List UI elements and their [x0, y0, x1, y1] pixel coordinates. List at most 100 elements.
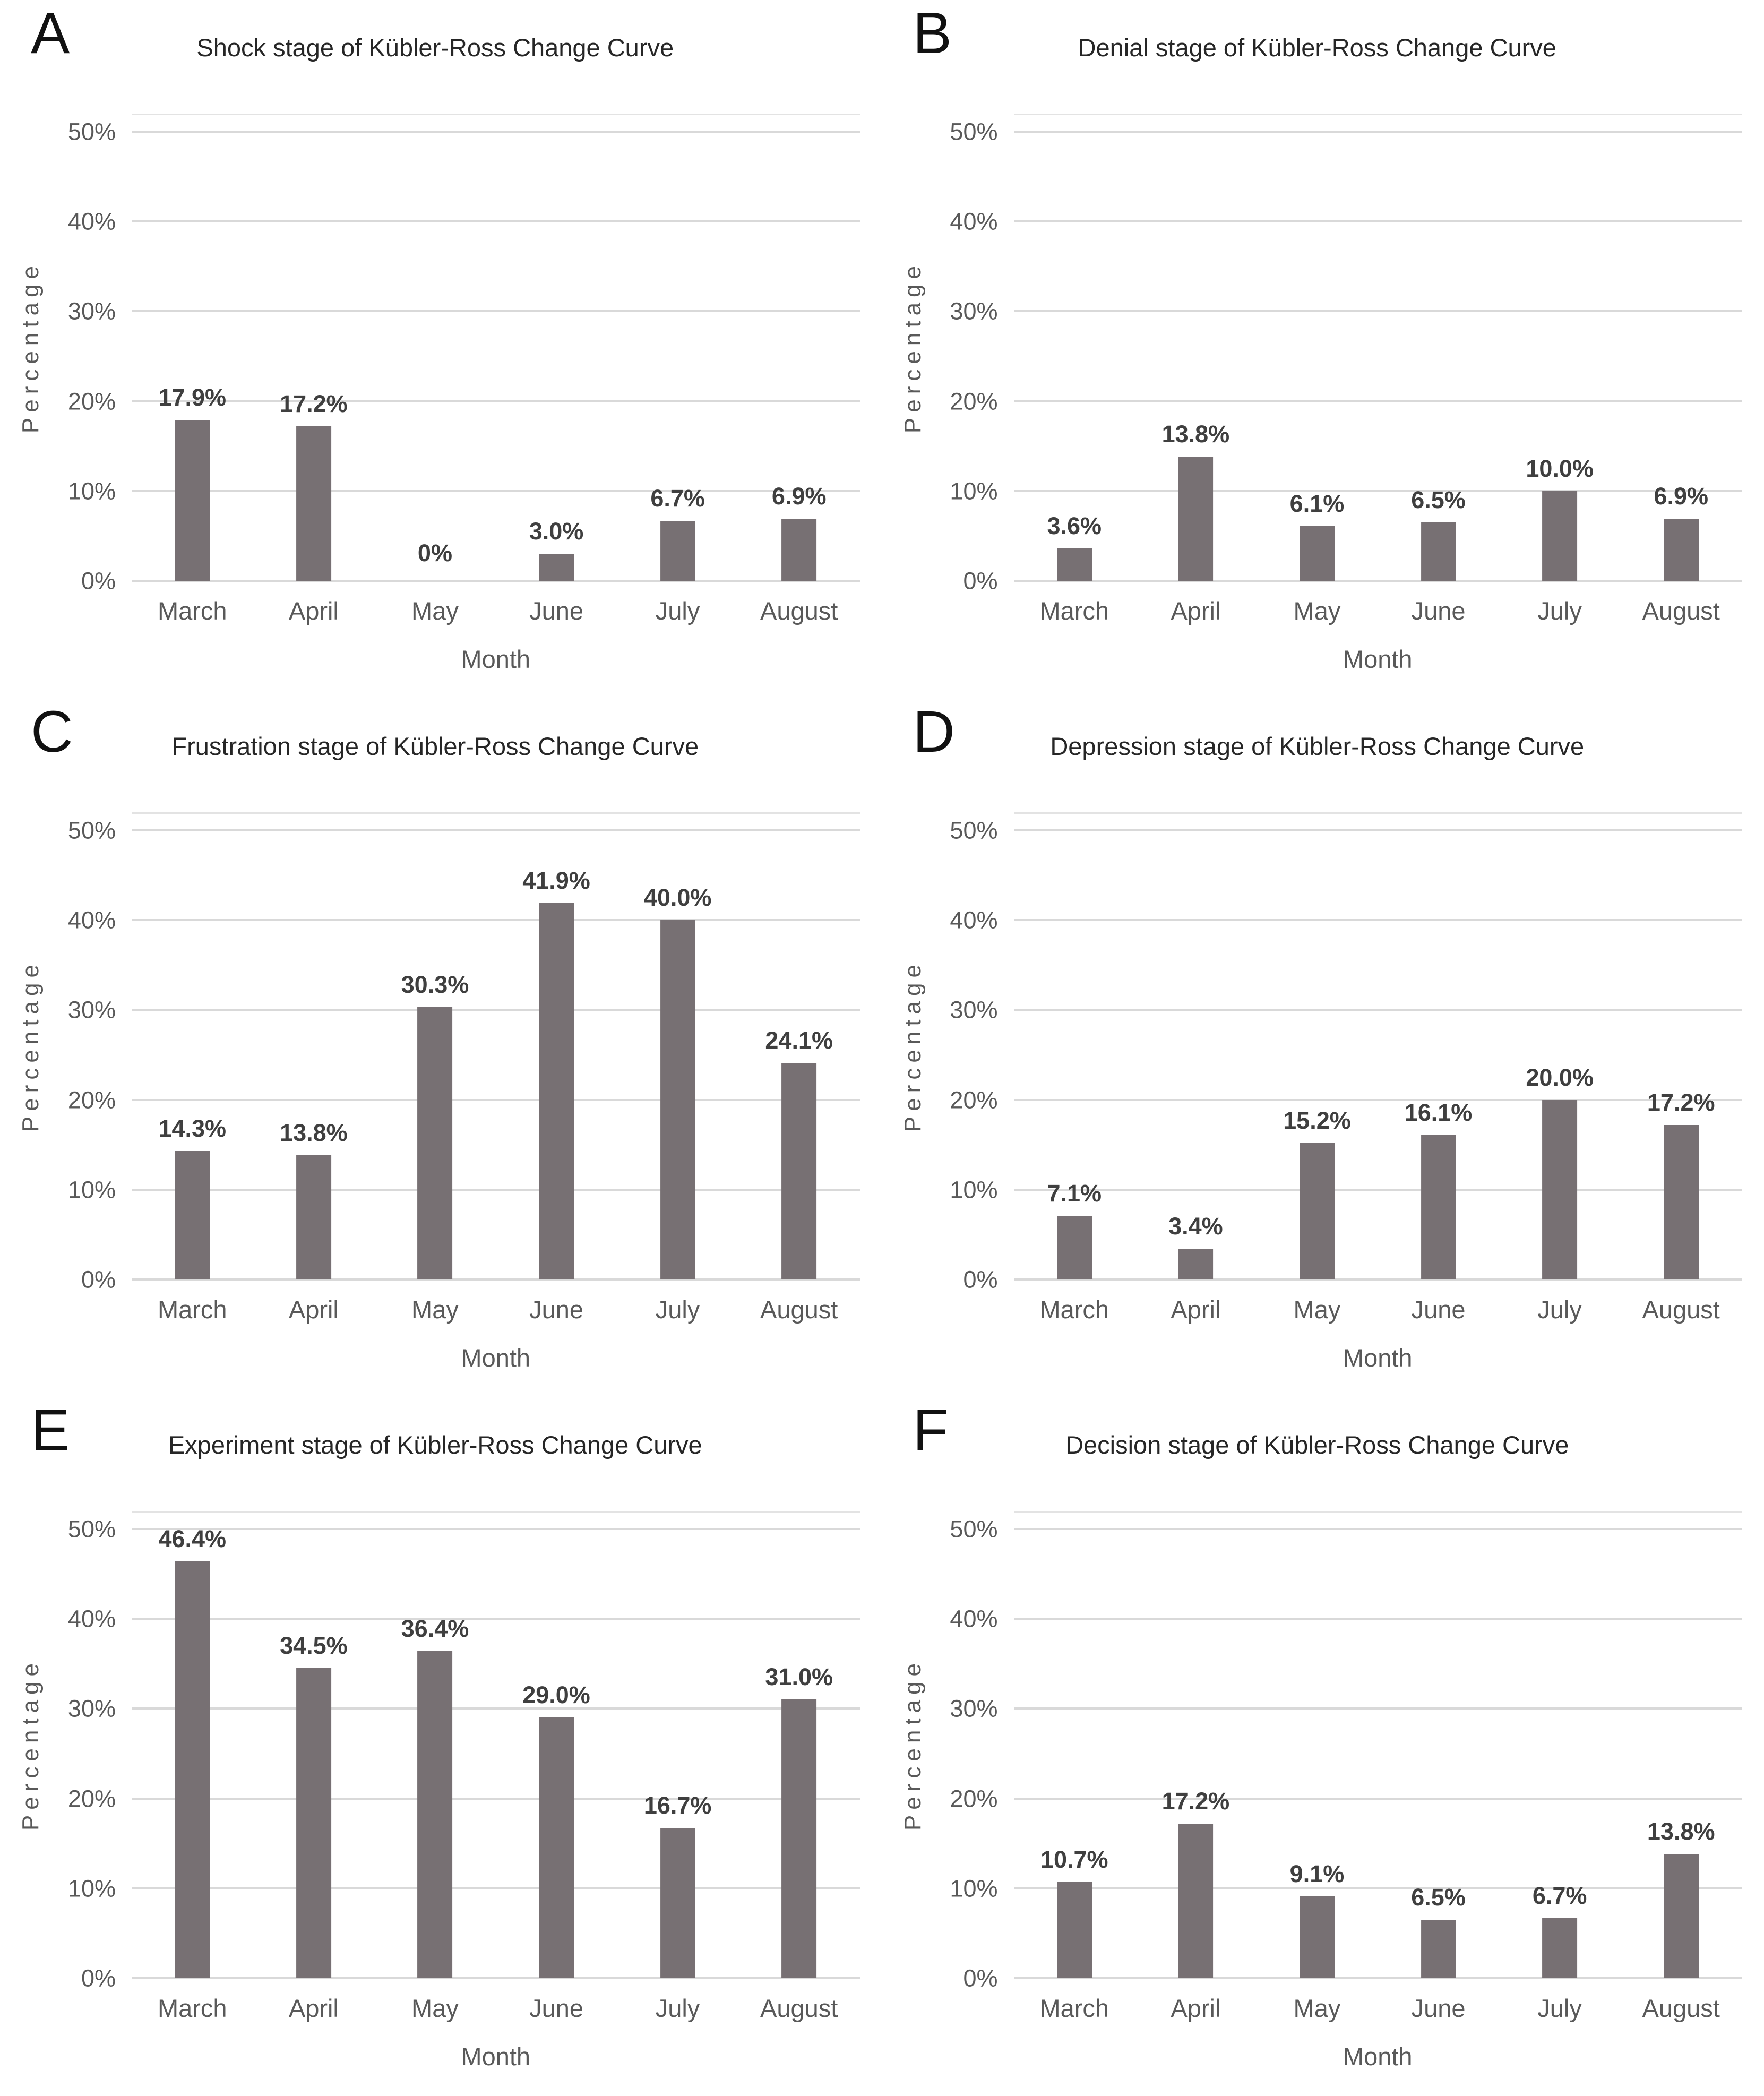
- bar-august: [781, 519, 817, 581]
- data-label-april: 17.2%: [1161, 1787, 1230, 1815]
- y-tick-label: 50%: [950, 118, 998, 145]
- panel-e: E Experiment stage of Kübler-Ross Change…: [0, 1397, 882, 2096]
- data-label-may: 6.1%: [1289, 489, 1345, 517]
- bar-may: [1300, 1143, 1335, 1279]
- chart-title: Experiment stage of Kübler-Ross Change C…: [168, 1431, 702, 1459]
- x-tick-label-june: June: [529, 1994, 583, 2022]
- x-tick-label-may: May: [411, 1295, 459, 1324]
- x-tick-label-july: July: [655, 1295, 700, 1324]
- x-tick-label-april: April: [1171, 1994, 1221, 2022]
- y-tick-label: 10%: [950, 1176, 998, 1204]
- gridline-30%: [132, 1009, 860, 1011]
- data-label-april: 17.2%: [280, 390, 348, 417]
- bar-june: [539, 903, 574, 1279]
- bar-july: [660, 1828, 695, 1978]
- bar-july: [1542, 1918, 1578, 1978]
- y-tick-label: 20%: [67, 1785, 116, 1812]
- bar-may: [417, 1007, 453, 1279]
- plot-top-border: [1013, 812, 1742, 814]
- x-tick-label-august: August: [1642, 1295, 1720, 1324]
- y-tick-label: 40%: [67, 906, 116, 934]
- gridline-50%: [132, 130, 860, 133]
- plot-top-border: [132, 1511, 860, 1513]
- data-label-may: 30.3%: [401, 971, 469, 999]
- data-label-july: 10.0%: [1526, 454, 1594, 482]
- data-label-august: 6.9%: [1654, 483, 1708, 510]
- gridline-20%: [1013, 1797, 1742, 1800]
- x-tick-label-may: May: [411, 596, 459, 625]
- y-tick-label: 50%: [950, 817, 998, 844]
- bar-july: [660, 920, 695, 1279]
- plot-area: 7.1% 3.4% 15.2% 16.1% 20.0% 17.2%: [1013, 812, 1742, 1281]
- y-axis: 0% 10% 20% 30% 40% 50%: [933, 812, 1014, 1291]
- data-label-march: 10.7%: [1040, 1845, 1108, 1873]
- bar-april: [1178, 457, 1214, 581]
- gridline-20%: [132, 1797, 860, 1800]
- bar-march: [1056, 1882, 1092, 1978]
- data-label-may: 9.1%: [1289, 1860, 1345, 1887]
- x-tick-label-june: June: [529, 596, 583, 625]
- gridline-30%: [132, 1707, 860, 1710]
- bar-august: [1663, 1124, 1699, 1279]
- data-label-march: 3.6%: [1047, 512, 1102, 540]
- bar-march: [175, 1151, 210, 1279]
- gridline-10%: [1013, 1188, 1742, 1191]
- gridline-0%: [1013, 1278, 1742, 1281]
- x-tick-label-june: June: [1411, 1295, 1466, 1324]
- x-axis: March April May June July August: [132, 581, 860, 640]
- gridline-10%: [132, 1887, 860, 1889]
- y-tick-label: 40%: [67, 1605, 116, 1633]
- y-tick-label: 20%: [950, 1785, 998, 1812]
- data-label-april: 34.5%: [280, 1632, 348, 1660]
- gridline-50%: [1013, 829, 1742, 831]
- x-tick-label-march: March: [1039, 596, 1109, 625]
- y-tick-label: 10%: [950, 1875, 998, 1902]
- plot-top-border: [1013, 114, 1742, 115]
- y-tick-label: 30%: [67, 996, 116, 1024]
- panel-letter: C: [31, 699, 73, 764]
- y-axis: 0% 10% 20% 30% 40% 50%: [933, 1511, 1014, 1990]
- gridline-40%: [132, 1618, 860, 1620]
- x-axis-title: Month: [1343, 645, 1413, 673]
- gridline-10%: [132, 1188, 860, 1191]
- x-axis-title: Month: [1343, 1344, 1413, 1372]
- y-axis-title: Percentage: [11, 812, 51, 1279]
- bar-june: [1421, 1920, 1456, 1978]
- x-axis: March April May June July August: [1014, 1978, 1742, 2038]
- data-label-august: 17.2%: [1647, 1088, 1715, 1116]
- x-axis: March April May June July August: [132, 1279, 860, 1339]
- data-label-june: 41.9%: [522, 866, 590, 894]
- y-tick-label: 0%: [81, 567, 116, 595]
- plot-area: 14.3% 13.8% 30.3% 41.9% 40.0% 24.1%: [132, 812, 860, 1281]
- x-tick-label-august: August: [1642, 596, 1720, 625]
- data-label-may: 0%: [417, 539, 452, 566]
- bar-april: [296, 1155, 331, 1279]
- y-axis-title: Percentage: [893, 1511, 933, 1978]
- x-tick-label-may: May: [1293, 596, 1341, 625]
- x-tick-label-august: August: [760, 596, 838, 625]
- plot-top-border: [132, 114, 860, 115]
- bar-june: [539, 554, 574, 581]
- data-label-june: 16.1%: [1404, 1098, 1473, 1126]
- chart-title: Decision stage of Kübler-Ross Change Cur…: [1065, 1431, 1569, 1459]
- bar-april: [1178, 1823, 1214, 1978]
- y-tick-label: 30%: [67, 297, 116, 325]
- y-axis-title: Percentage: [893, 812, 933, 1279]
- plot-area: 10.7% 17.2% 9.1% 6.5% 6.7% 13.8%: [1013, 1511, 1742, 1979]
- x-tick-label-march: March: [157, 596, 227, 625]
- x-tick-label-june: June: [1411, 596, 1466, 625]
- panel-f: F Decision stage of Kübler-Ross Change C…: [882, 1397, 1764, 2096]
- x-axis: March April May June July August: [1014, 1279, 1742, 1339]
- chart-body: Percentage 0% 10% 20% 30% 40% 50% 3.6% 13.8% 6.…: [893, 114, 1742, 593]
- x-tick-label-march: March: [1039, 1295, 1109, 1324]
- y-tick-label: 0%: [963, 567, 998, 595]
- data-label-july: 16.7%: [643, 1792, 712, 1819]
- data-label-march: 46.4%: [158, 1525, 227, 1552]
- y-tick-label: 30%: [950, 297, 998, 325]
- bar-april: [296, 426, 331, 581]
- y-tick-label: 50%: [67, 118, 116, 145]
- y-tick-label: 10%: [67, 1176, 116, 1204]
- y-tick-label: 30%: [67, 1695, 116, 1722]
- gridline-10%: [132, 489, 860, 492]
